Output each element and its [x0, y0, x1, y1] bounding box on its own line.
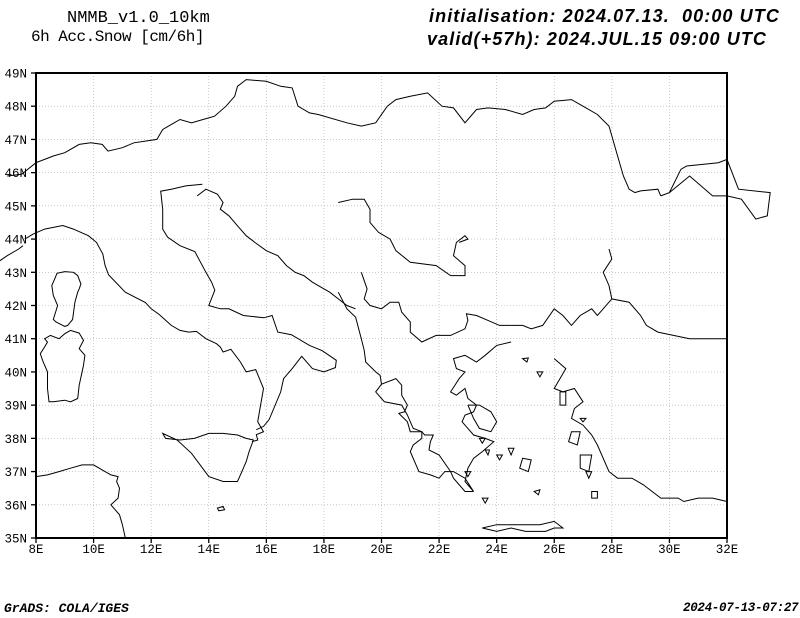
svg-text:16E: 16E	[255, 543, 278, 557]
svg-text:28E: 28E	[601, 543, 624, 557]
svg-text:39N: 39N	[4, 400, 27, 414]
svg-text:48N: 48N	[4, 101, 27, 115]
svg-text:8E: 8E	[28, 543, 43, 557]
svg-text:14E: 14E	[197, 543, 220, 557]
svg-text:44N: 44N	[4, 234, 27, 248]
svg-text:47N: 47N	[4, 134, 27, 148]
svg-text:37N: 37N	[4, 466, 27, 480]
svg-text:46N: 46N	[4, 167, 27, 181]
svg-text:38N: 38N	[4, 433, 27, 447]
svg-text:26E: 26E	[543, 543, 566, 557]
svg-text:18E: 18E	[313, 543, 336, 557]
svg-text:10E: 10E	[82, 543, 105, 557]
svg-text:32E: 32E	[716, 543, 739, 557]
svg-text:49N: 49N	[4, 68, 27, 82]
svg-text:12E: 12E	[140, 543, 163, 557]
svg-text:45N: 45N	[4, 200, 27, 214]
svg-text:40N: 40N	[4, 366, 27, 380]
svg-text:36N: 36N	[4, 499, 27, 513]
svg-text:30E: 30E	[658, 543, 681, 557]
svg-text:43N: 43N	[4, 267, 27, 281]
svg-text:20E: 20E	[370, 543, 393, 557]
svg-text:24E: 24E	[485, 543, 508, 557]
svg-text:22E: 22E	[428, 543, 451, 557]
svg-text:42N: 42N	[4, 300, 27, 314]
svg-text:41N: 41N	[4, 333, 27, 347]
svg-text:35N: 35N	[4, 533, 27, 547]
